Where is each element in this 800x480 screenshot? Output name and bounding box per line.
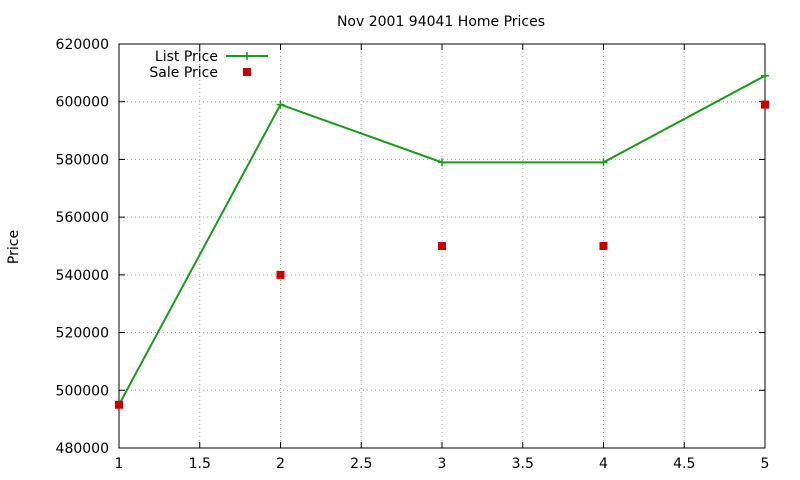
legend-item: List Price (155, 49, 268, 65)
data-point (276, 100, 285, 109)
x-tick-label: 2 (276, 456, 285, 472)
y-tick-label: 600000 (56, 95, 109, 111)
x-tick-label: 5 (761, 456, 770, 472)
y-tick-label: 560000 (56, 210, 109, 226)
y-tick-label: 540000 (56, 268, 109, 284)
legend-label: Sale Price (149, 65, 218, 81)
series (115, 71, 769, 409)
y-tick-label: 500000 (56, 383, 109, 399)
y-tick-label: 620000 (56, 37, 109, 53)
y-tick-label: 580000 (56, 152, 109, 168)
y-tick-label: 520000 (56, 326, 109, 342)
data-point (599, 158, 608, 167)
data-point (438, 158, 446, 167)
x-tick-label: 1.5 (189, 456, 211, 472)
legend-label: List Price (155, 49, 218, 65)
data-point (276, 270, 285, 279)
data-point (599, 242, 608, 250)
y-axis-label: Price (6, 230, 22, 264)
chart-title: Nov 2001 94041 Home Prices (337, 14, 545, 30)
data-point (761, 100, 769, 109)
x-tick-label: 1 (115, 456, 124, 472)
legend-marker (243, 68, 251, 76)
x-tick-label: 4 (599, 456, 608, 472)
x-tick-label: 4.5 (673, 456, 695, 472)
grid (119, 44, 765, 448)
data-point (761, 71, 769, 80)
y-tick-label: 480000 (56, 441, 109, 457)
legend-item: Sale Price (149, 65, 251, 81)
series-1 (115, 100, 769, 409)
data-point (115, 400, 123, 409)
x-tick-label: 3 (438, 456, 447, 472)
legend-marker (243, 52, 251, 60)
data-point (438, 242, 446, 250)
x-tick-label: 3.5 (512, 456, 534, 472)
axis-ticks: 1 1.5 2 2.5 3 3.5 4 4.5 5 480000 500000 520000 54000… (56, 37, 770, 472)
x-tick-label: 2.5 (350, 456, 372, 472)
